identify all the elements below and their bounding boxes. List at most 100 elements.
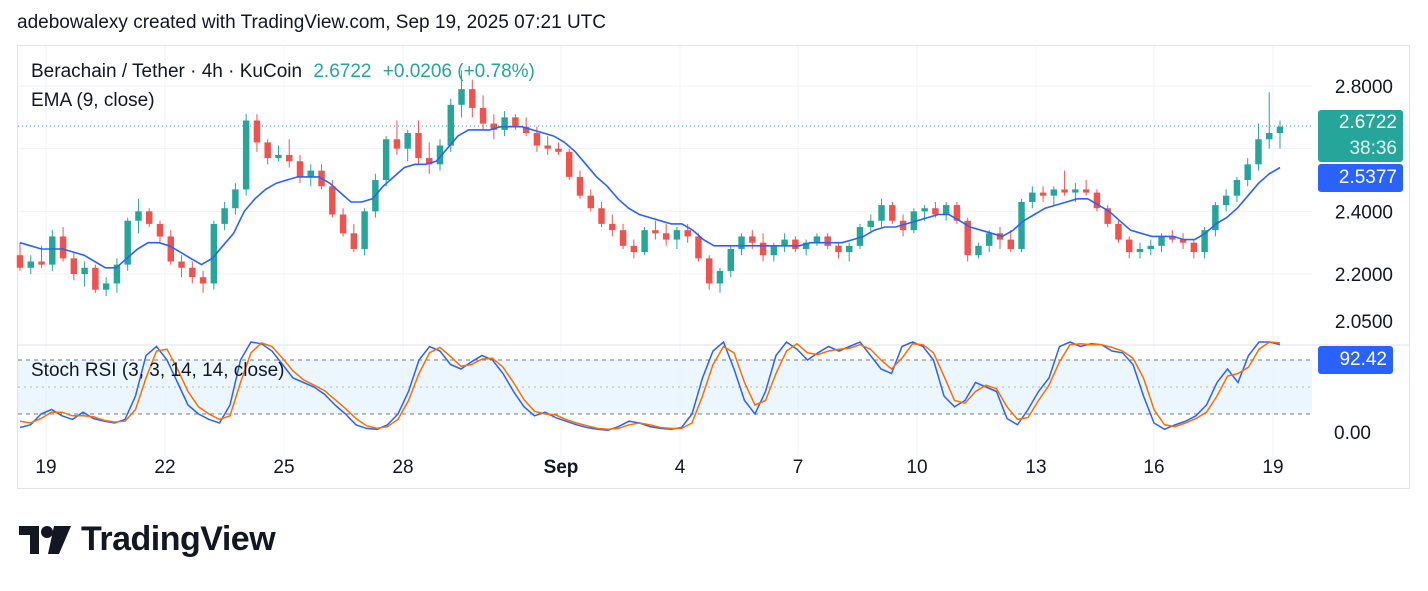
candle-body xyxy=(835,245,842,253)
candle-body xyxy=(1190,242,1198,253)
candle-body xyxy=(652,230,659,234)
candle-body xyxy=(501,117,508,130)
candle-body xyxy=(1222,195,1230,206)
stoch-d-line xyxy=(19,341,1281,431)
price-axis-label: 2.4000 xyxy=(1335,202,1393,223)
candle-body xyxy=(210,223,218,284)
candle-body xyxy=(27,261,34,268)
candle-body xyxy=(932,208,939,215)
stoch-axis-label: 0.00 xyxy=(1334,423,1371,444)
last-price-tag-value: 2.6722 xyxy=(1338,112,1397,133)
candle-body xyxy=(1212,205,1219,231)
candle-body xyxy=(307,170,314,177)
ema-legend[interactable]: EMA (9, close) xyxy=(31,90,155,112)
candle-body xyxy=(706,258,713,284)
candle-body xyxy=(738,236,745,249)
candle-body xyxy=(619,230,627,246)
ema-line xyxy=(19,125,1281,269)
candle-body xyxy=(296,161,304,177)
time-axis-label: 7 xyxy=(793,457,804,478)
candle-body xyxy=(253,120,261,143)
candle-body xyxy=(479,107,487,124)
candle-countdown: 38:36 xyxy=(1349,138,1397,159)
tradingview-logo-text: TradingView xyxy=(81,520,276,558)
candle-body xyxy=(92,267,99,290)
candle-body xyxy=(576,176,584,196)
candle-body xyxy=(727,248,734,271)
candle-body xyxy=(522,126,530,134)
symbol-legend[interactable]: Berachain / Tether · 4h · KuCoin 2.6722 … xyxy=(31,61,535,83)
price-axis-label: 2.0500 xyxy=(1335,312,1393,333)
candle-body xyxy=(1072,189,1079,193)
candle-body xyxy=(350,233,358,249)
candle-body xyxy=(1050,189,1058,196)
candle-body xyxy=(846,245,853,253)
candle-body xyxy=(1061,189,1068,193)
candle-body xyxy=(716,270,724,284)
candle-body xyxy=(1136,248,1144,253)
stoch-k-line xyxy=(19,340,1281,431)
symbol-title[interactable]: Berachain / Tether · 4h · KuCoin xyxy=(31,61,303,82)
time-axis-label: 10 xyxy=(906,457,927,478)
candle-body xyxy=(1233,180,1241,196)
candle-body xyxy=(404,133,411,149)
candle-body xyxy=(609,223,616,231)
stoch-value-tag: 92.42 xyxy=(1318,346,1393,374)
price-axis-label: 2.2000 xyxy=(1335,265,1393,286)
candle-body xyxy=(426,158,433,165)
tradingview-logo[interactable]: TradingView xyxy=(19,520,276,559)
candle-body xyxy=(770,245,778,256)
candle-body xyxy=(232,189,239,209)
price-change-value: +0.0206 (+0.78%) xyxy=(382,61,535,82)
time-axis-label: 16 xyxy=(1143,457,1164,478)
candle-body xyxy=(856,227,864,246)
candle-body xyxy=(1255,139,1262,165)
candle-body xyxy=(1201,230,1208,253)
candle-body xyxy=(975,245,982,256)
candle-body xyxy=(286,154,293,162)
candle-body xyxy=(458,89,465,105)
time-axis-label: 19 xyxy=(35,457,56,478)
candle-body xyxy=(598,208,605,224)
time-axis-label: 25 xyxy=(273,457,294,478)
candle-body xyxy=(221,208,228,224)
candle-body xyxy=(1147,245,1154,249)
candle-body xyxy=(146,211,153,224)
candle-body xyxy=(1115,223,1122,240)
candle-body xyxy=(921,208,928,212)
candle-body xyxy=(490,123,498,130)
stoch-legend[interactable]: Stoch RSI (3, 3, 14, 14, close) xyxy=(31,360,284,382)
candle-body xyxy=(544,145,551,149)
candle-body xyxy=(824,236,831,246)
candle-body xyxy=(1007,239,1014,249)
candle-body xyxy=(361,211,368,249)
candle-body xyxy=(695,236,702,259)
candle-body xyxy=(329,186,336,215)
candle-body xyxy=(684,230,691,237)
candle-body xyxy=(867,220,874,228)
candle-body xyxy=(393,139,401,149)
candle-body xyxy=(436,145,444,165)
candle-body xyxy=(1082,189,1090,193)
candle-body xyxy=(167,236,174,262)
candle-body xyxy=(673,230,681,240)
candle-body xyxy=(1018,201,1025,249)
candle-body xyxy=(533,133,541,146)
candle-body xyxy=(178,261,185,268)
candle-body xyxy=(1039,192,1047,196)
candle-body xyxy=(339,214,347,234)
candle-body xyxy=(641,230,648,253)
candle-body xyxy=(759,242,767,256)
candle-body xyxy=(749,236,756,243)
stoch-label[interactable]: Stoch RSI (3, 3, 14, 14, close) xyxy=(31,360,285,381)
candle-body xyxy=(1126,239,1133,253)
candle-body xyxy=(889,205,896,221)
ema-label[interactable]: EMA (9, close) xyxy=(31,90,155,111)
candle-body xyxy=(986,233,993,246)
candle-body xyxy=(447,104,454,146)
candle-body xyxy=(1169,236,1176,240)
candle-body xyxy=(242,120,250,190)
candle-body xyxy=(1158,236,1165,246)
candle-body xyxy=(910,211,918,231)
